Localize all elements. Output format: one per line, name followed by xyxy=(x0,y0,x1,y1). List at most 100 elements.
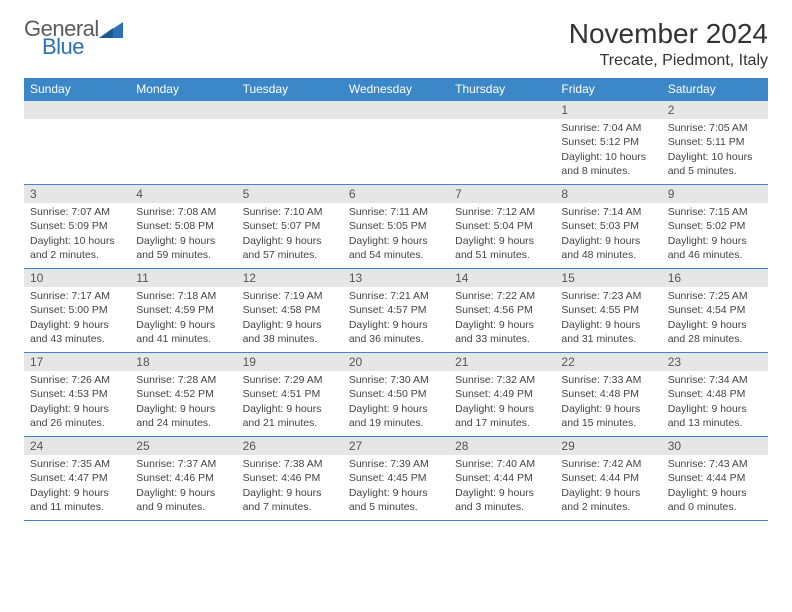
calendar-day-cell: 4Sunrise: 7:08 AMSunset: 5:08 PMDaylight… xyxy=(130,185,236,269)
day-data: Sunrise: 7:08 AMSunset: 5:08 PMDaylight:… xyxy=(130,203,236,266)
day-number: 15 xyxy=(555,269,661,287)
calendar-day-cell: 28Sunrise: 7:40 AMSunset: 4:44 PMDayligh… xyxy=(449,437,555,521)
calendar-day-cell: 21Sunrise: 7:32 AMSunset: 4:49 PMDayligh… xyxy=(449,353,555,437)
day-data: Sunrise: 7:29 AMSunset: 4:51 PMDaylight:… xyxy=(237,371,343,434)
day-data: Sunrise: 7:34 AMSunset: 4:48 PMDaylight:… xyxy=(662,371,768,434)
daylight-text: Daylight: 10 hours and 2 minutes. xyxy=(30,234,124,262)
day-data: Sunrise: 7:23 AMSunset: 4:55 PMDaylight:… xyxy=(555,287,661,350)
day-number: 11 xyxy=(130,269,236,287)
daylight-text: Daylight: 9 hours and 11 minutes. xyxy=(30,486,124,514)
day-number: 14 xyxy=(449,269,555,287)
daylight-text: Daylight: 9 hours and 0 minutes. xyxy=(668,486,762,514)
sunrise-text: Sunrise: 7:11 AM xyxy=(349,205,443,219)
daylight-text: Daylight: 9 hours and 38 minutes. xyxy=(243,318,337,346)
calendar-day-cell xyxy=(449,101,555,185)
sunset-text: Sunset: 4:46 PM xyxy=(243,471,337,485)
calendar-day-cell: 25Sunrise: 7:37 AMSunset: 4:46 PMDayligh… xyxy=(130,437,236,521)
sunrise-text: Sunrise: 7:14 AM xyxy=(561,205,655,219)
sunrise-text: Sunrise: 7:32 AM xyxy=(455,373,549,387)
day-number xyxy=(343,101,449,119)
calendar-day-cell: 18Sunrise: 7:28 AMSunset: 4:52 PMDayligh… xyxy=(130,353,236,437)
sunset-text: Sunset: 4:44 PM xyxy=(455,471,549,485)
day-number: 30 xyxy=(662,437,768,455)
day-number: 4 xyxy=(130,185,236,203)
calendar-day-cell: 29Sunrise: 7:42 AMSunset: 4:44 PMDayligh… xyxy=(555,437,661,521)
calendar-week-row: 17Sunrise: 7:26 AMSunset: 4:53 PMDayligh… xyxy=(24,353,768,437)
logo: General Blue xyxy=(24,18,125,58)
sunset-text: Sunset: 4:59 PM xyxy=(136,303,230,317)
header: General Blue November 2024 Trecate, Pied… xyxy=(24,18,768,70)
sunrise-text: Sunrise: 7:33 AM xyxy=(561,373,655,387)
calendar-day-cell xyxy=(343,101,449,185)
calendar-day-cell xyxy=(24,101,130,185)
sunset-text: Sunset: 5:08 PM xyxy=(136,219,230,233)
daylight-text: Daylight: 9 hours and 5 minutes. xyxy=(349,486,443,514)
day-data: Sunrise: 7:30 AMSunset: 4:50 PMDaylight:… xyxy=(343,371,449,434)
daylight-text: Daylight: 9 hours and 26 minutes. xyxy=(30,402,124,430)
calendar-week-row: 10Sunrise: 7:17 AMSunset: 5:00 PMDayligh… xyxy=(24,269,768,353)
daylight-text: Daylight: 9 hours and 31 minutes. xyxy=(561,318,655,346)
calendar-day-cell: 11Sunrise: 7:18 AMSunset: 4:59 PMDayligh… xyxy=(130,269,236,353)
day-data: Sunrise: 7:39 AMSunset: 4:45 PMDaylight:… xyxy=(343,455,449,518)
weekday-header: Saturday xyxy=(662,78,768,101)
sunrise-text: Sunrise: 7:05 AM xyxy=(668,121,762,135)
day-data: Sunrise: 7:26 AMSunset: 4:53 PMDaylight:… xyxy=(24,371,130,434)
calendar-day-cell: 24Sunrise: 7:35 AMSunset: 4:47 PMDayligh… xyxy=(24,437,130,521)
day-data: Sunrise: 7:43 AMSunset: 4:44 PMDaylight:… xyxy=(662,455,768,518)
sunset-text: Sunset: 4:44 PM xyxy=(561,471,655,485)
calendar-week-row: 3Sunrise: 7:07 AMSunset: 5:09 PMDaylight… xyxy=(24,185,768,269)
calendar-day-cell: 16Sunrise: 7:25 AMSunset: 4:54 PMDayligh… xyxy=(662,269,768,353)
sunrise-text: Sunrise: 7:19 AM xyxy=(243,289,337,303)
day-number: 26 xyxy=(237,437,343,455)
calendar-day-cell xyxy=(130,101,236,185)
sunrise-text: Sunrise: 7:39 AM xyxy=(349,457,443,471)
day-number: 16 xyxy=(662,269,768,287)
day-data: Sunrise: 7:40 AMSunset: 4:44 PMDaylight:… xyxy=(449,455,555,518)
day-number: 24 xyxy=(24,437,130,455)
day-data: Sunrise: 7:25 AMSunset: 4:54 PMDaylight:… xyxy=(662,287,768,350)
calendar-day-cell: 13Sunrise: 7:21 AMSunset: 4:57 PMDayligh… xyxy=(343,269,449,353)
sunset-text: Sunset: 4:48 PM xyxy=(561,387,655,401)
sunset-text: Sunset: 5:00 PM xyxy=(30,303,124,317)
daylight-text: Daylight: 9 hours and 48 minutes. xyxy=(561,234,655,262)
calendar-day-cell: 7Sunrise: 7:12 AMSunset: 5:04 PMDaylight… xyxy=(449,185,555,269)
day-number: 17 xyxy=(24,353,130,371)
sunrise-text: Sunrise: 7:07 AM xyxy=(30,205,124,219)
calendar-day-cell xyxy=(237,101,343,185)
sunset-text: Sunset: 4:49 PM xyxy=(455,387,549,401)
sunrise-text: Sunrise: 7:10 AM xyxy=(243,205,337,219)
daylight-text: Daylight: 9 hours and 36 minutes. xyxy=(349,318,443,346)
daylight-text: Daylight: 9 hours and 28 minutes. xyxy=(668,318,762,346)
day-number xyxy=(24,101,130,119)
sunset-text: Sunset: 4:57 PM xyxy=(349,303,443,317)
sunset-text: Sunset: 4:48 PM xyxy=(668,387,762,401)
day-data: Sunrise: 7:42 AMSunset: 4:44 PMDaylight:… xyxy=(555,455,661,518)
day-data: Sunrise: 7:15 AMSunset: 5:02 PMDaylight:… xyxy=(662,203,768,266)
sunset-text: Sunset: 4:44 PM xyxy=(668,471,762,485)
weekday-header: Sunday xyxy=(24,78,130,101)
calendar-day-cell: 3Sunrise: 7:07 AMSunset: 5:09 PMDaylight… xyxy=(24,185,130,269)
sunrise-text: Sunrise: 7:23 AM xyxy=(561,289,655,303)
sunset-text: Sunset: 4:45 PM xyxy=(349,471,443,485)
day-number: 25 xyxy=(130,437,236,455)
weekday-header: Thursday xyxy=(449,78,555,101)
sunset-text: Sunset: 5:02 PM xyxy=(668,219,762,233)
sunrise-text: Sunrise: 7:43 AM xyxy=(668,457,762,471)
day-data: Sunrise: 7:35 AMSunset: 4:47 PMDaylight:… xyxy=(24,455,130,518)
calendar-day-cell: 14Sunrise: 7:22 AMSunset: 4:56 PMDayligh… xyxy=(449,269,555,353)
sunrise-text: Sunrise: 7:35 AM xyxy=(30,457,124,471)
daylight-text: Daylight: 9 hours and 46 minutes. xyxy=(668,234,762,262)
calendar-day-cell: 6Sunrise: 7:11 AMSunset: 5:05 PMDaylight… xyxy=(343,185,449,269)
day-data: Sunrise: 7:33 AMSunset: 4:48 PMDaylight:… xyxy=(555,371,661,434)
sunset-text: Sunset: 4:46 PM xyxy=(136,471,230,485)
sunset-text: Sunset: 4:47 PM xyxy=(30,471,124,485)
day-number: 27 xyxy=(343,437,449,455)
calendar-week-row: 1Sunrise: 7:04 AMSunset: 5:12 PMDaylight… xyxy=(24,101,768,185)
sunrise-text: Sunrise: 7:37 AM xyxy=(136,457,230,471)
calendar-day-cell: 20Sunrise: 7:30 AMSunset: 4:50 PMDayligh… xyxy=(343,353,449,437)
day-data: Sunrise: 7:21 AMSunset: 4:57 PMDaylight:… xyxy=(343,287,449,350)
weekday-header: Wednesday xyxy=(343,78,449,101)
day-number: 5 xyxy=(237,185,343,203)
day-number: 10 xyxy=(24,269,130,287)
sunrise-text: Sunrise: 7:28 AM xyxy=(136,373,230,387)
